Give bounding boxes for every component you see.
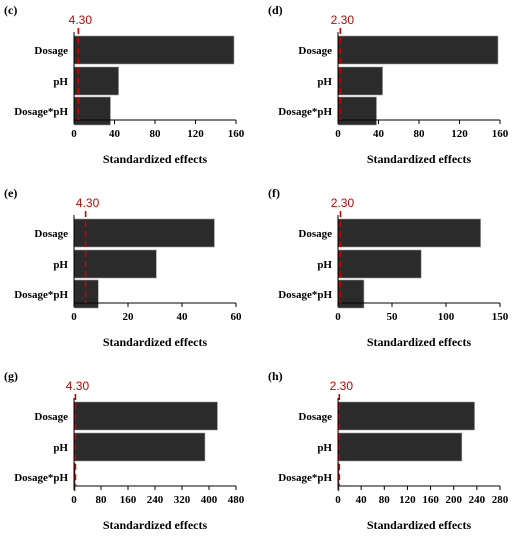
x-axis-label: Standardized effects (367, 335, 472, 349)
category-label: pH (53, 442, 68, 454)
x-tick-label: 160 (228, 128, 245, 140)
bar-chart-panel: (e) Dosage pH Dosage*pH0 20 40 60 Standardized … (4, 186, 243, 349)
category-label: Dosage*pH (278, 106, 332, 118)
x-tick-label: 80 (379, 494, 391, 506)
x-tick-label: 160 (120, 494, 137, 506)
x-tick-label: 480 (228, 494, 245, 506)
bar (337, 279, 365, 309)
category-label: Dosage (34, 45, 68, 57)
bar (337, 218, 481, 248)
x-axis-label: Standardized effects (367, 518, 472, 532)
x-tick-label: 50 (387, 311, 399, 323)
bar (73, 401, 218, 431)
x-tick-label: 40 (177, 311, 189, 323)
bar (337, 66, 383, 96)
category-label: pH (317, 259, 332, 271)
reference-value-label: 2.30 (330, 379, 354, 393)
x-tick-label: 280 (492, 494, 509, 506)
bar (337, 249, 422, 279)
panel-label: (f) (268, 186, 280, 200)
bar (73, 66, 119, 96)
x-tick-label: 0 (71, 494, 77, 506)
x-tick-label: 40 (356, 494, 368, 506)
x-tick-label: 240 (469, 494, 486, 506)
x-tick-label: 120 (187, 128, 204, 140)
category-label: Dosage*pH (278, 472, 332, 484)
x-tick-label: 240 (147, 494, 164, 506)
x-tick-label: 0 (335, 311, 341, 323)
x-tick-label: 150 (492, 311, 509, 323)
category-label: Dosage (298, 45, 332, 57)
panel-label: (g) (4, 369, 18, 383)
category-label: Dosage (298, 228, 332, 240)
reference-value-label: 2.30 (331, 196, 355, 210)
x-axis-label: Standardized effects (103, 518, 208, 532)
category-label: Dosage*pH (14, 289, 68, 301)
x-tick-label: 120 (399, 494, 416, 506)
category-label: Dosage (298, 411, 332, 423)
category-label: pH (317, 442, 332, 454)
bar (73, 96, 111, 126)
x-axis-label: Standardized effects (367, 152, 472, 166)
x-tick-label: 400 (201, 494, 218, 506)
bar (337, 401, 475, 431)
x-tick-label: 80 (414, 128, 426, 140)
bar-chart-panel: (c) Dosage pH Dosage*pH0 40 80 120 160 Standardi… (4, 3, 245, 166)
bar-chart-panel: (g) Dosage pH Dosage*pH0 80 160 240 320 400 480 St… (4, 369, 245, 532)
x-tick-label: 0 (335, 494, 341, 506)
x-tick-label: 100 (438, 311, 455, 323)
x-tick-label: 80 (96, 494, 108, 506)
bar (73, 218, 215, 248)
x-tick-label: 60 (231, 311, 243, 323)
reference-value-label: 4.30 (76, 196, 100, 210)
x-axis-label: Standardized effects (103, 335, 208, 349)
x-tick-label: 120 (451, 128, 468, 140)
panel-label: (c) (4, 3, 17, 17)
x-tick-label: 160 (492, 128, 509, 140)
bar (73, 432, 206, 462)
x-tick-label: 320 (174, 494, 191, 506)
x-tick-label: 0 (71, 128, 77, 140)
x-tick-label: 40 (373, 128, 385, 140)
reference-value-label: 4.30 (69, 13, 93, 27)
bar-chart-panel: (h) Dosage pH Dosage*pH0 40 80 120 160 200 240 280… (268, 369, 509, 532)
category-label: Dosage (34, 228, 68, 240)
bar-chart-panel: (f) Dosage pH Dosage*pH0 50 100 150 Standardize… (268, 186, 509, 349)
reference-value-label: 2.30 (331, 13, 355, 27)
x-tick-label: 80 (150, 128, 162, 140)
bar (73, 249, 157, 279)
bar (337, 432, 463, 462)
x-tick-label: 20 (123, 311, 135, 323)
bar-chart-panel: (d) Dosage pH Dosage*pH0 40 80 120 160 Standardi… (268, 3, 509, 166)
category-label: pH (317, 76, 332, 88)
x-tick-label: 200 (445, 494, 462, 506)
category-label: pH (53, 259, 68, 271)
category-label: Dosage*pH (278, 289, 332, 301)
reference-value-label: 4.30 (66, 379, 90, 393)
bar (337, 35, 499, 65)
bar (73, 35, 235, 65)
category-label: pH (53, 76, 68, 88)
panel-label: (d) (268, 3, 283, 17)
category-label: Dosage (34, 411, 68, 423)
category-label: Dosage*pH (14, 106, 68, 118)
x-axis-label: Standardized effects (103, 152, 208, 166)
bar (337, 96, 377, 126)
category-label: Dosage*pH (14, 472, 68, 484)
x-tick-label: 0 (71, 311, 77, 323)
panel-label: (h) (268, 369, 283, 383)
x-tick-label: 40 (109, 128, 121, 140)
x-tick-label: 0 (335, 128, 341, 140)
panel-label: (e) (4, 186, 17, 200)
x-tick-label: 160 (422, 494, 439, 506)
